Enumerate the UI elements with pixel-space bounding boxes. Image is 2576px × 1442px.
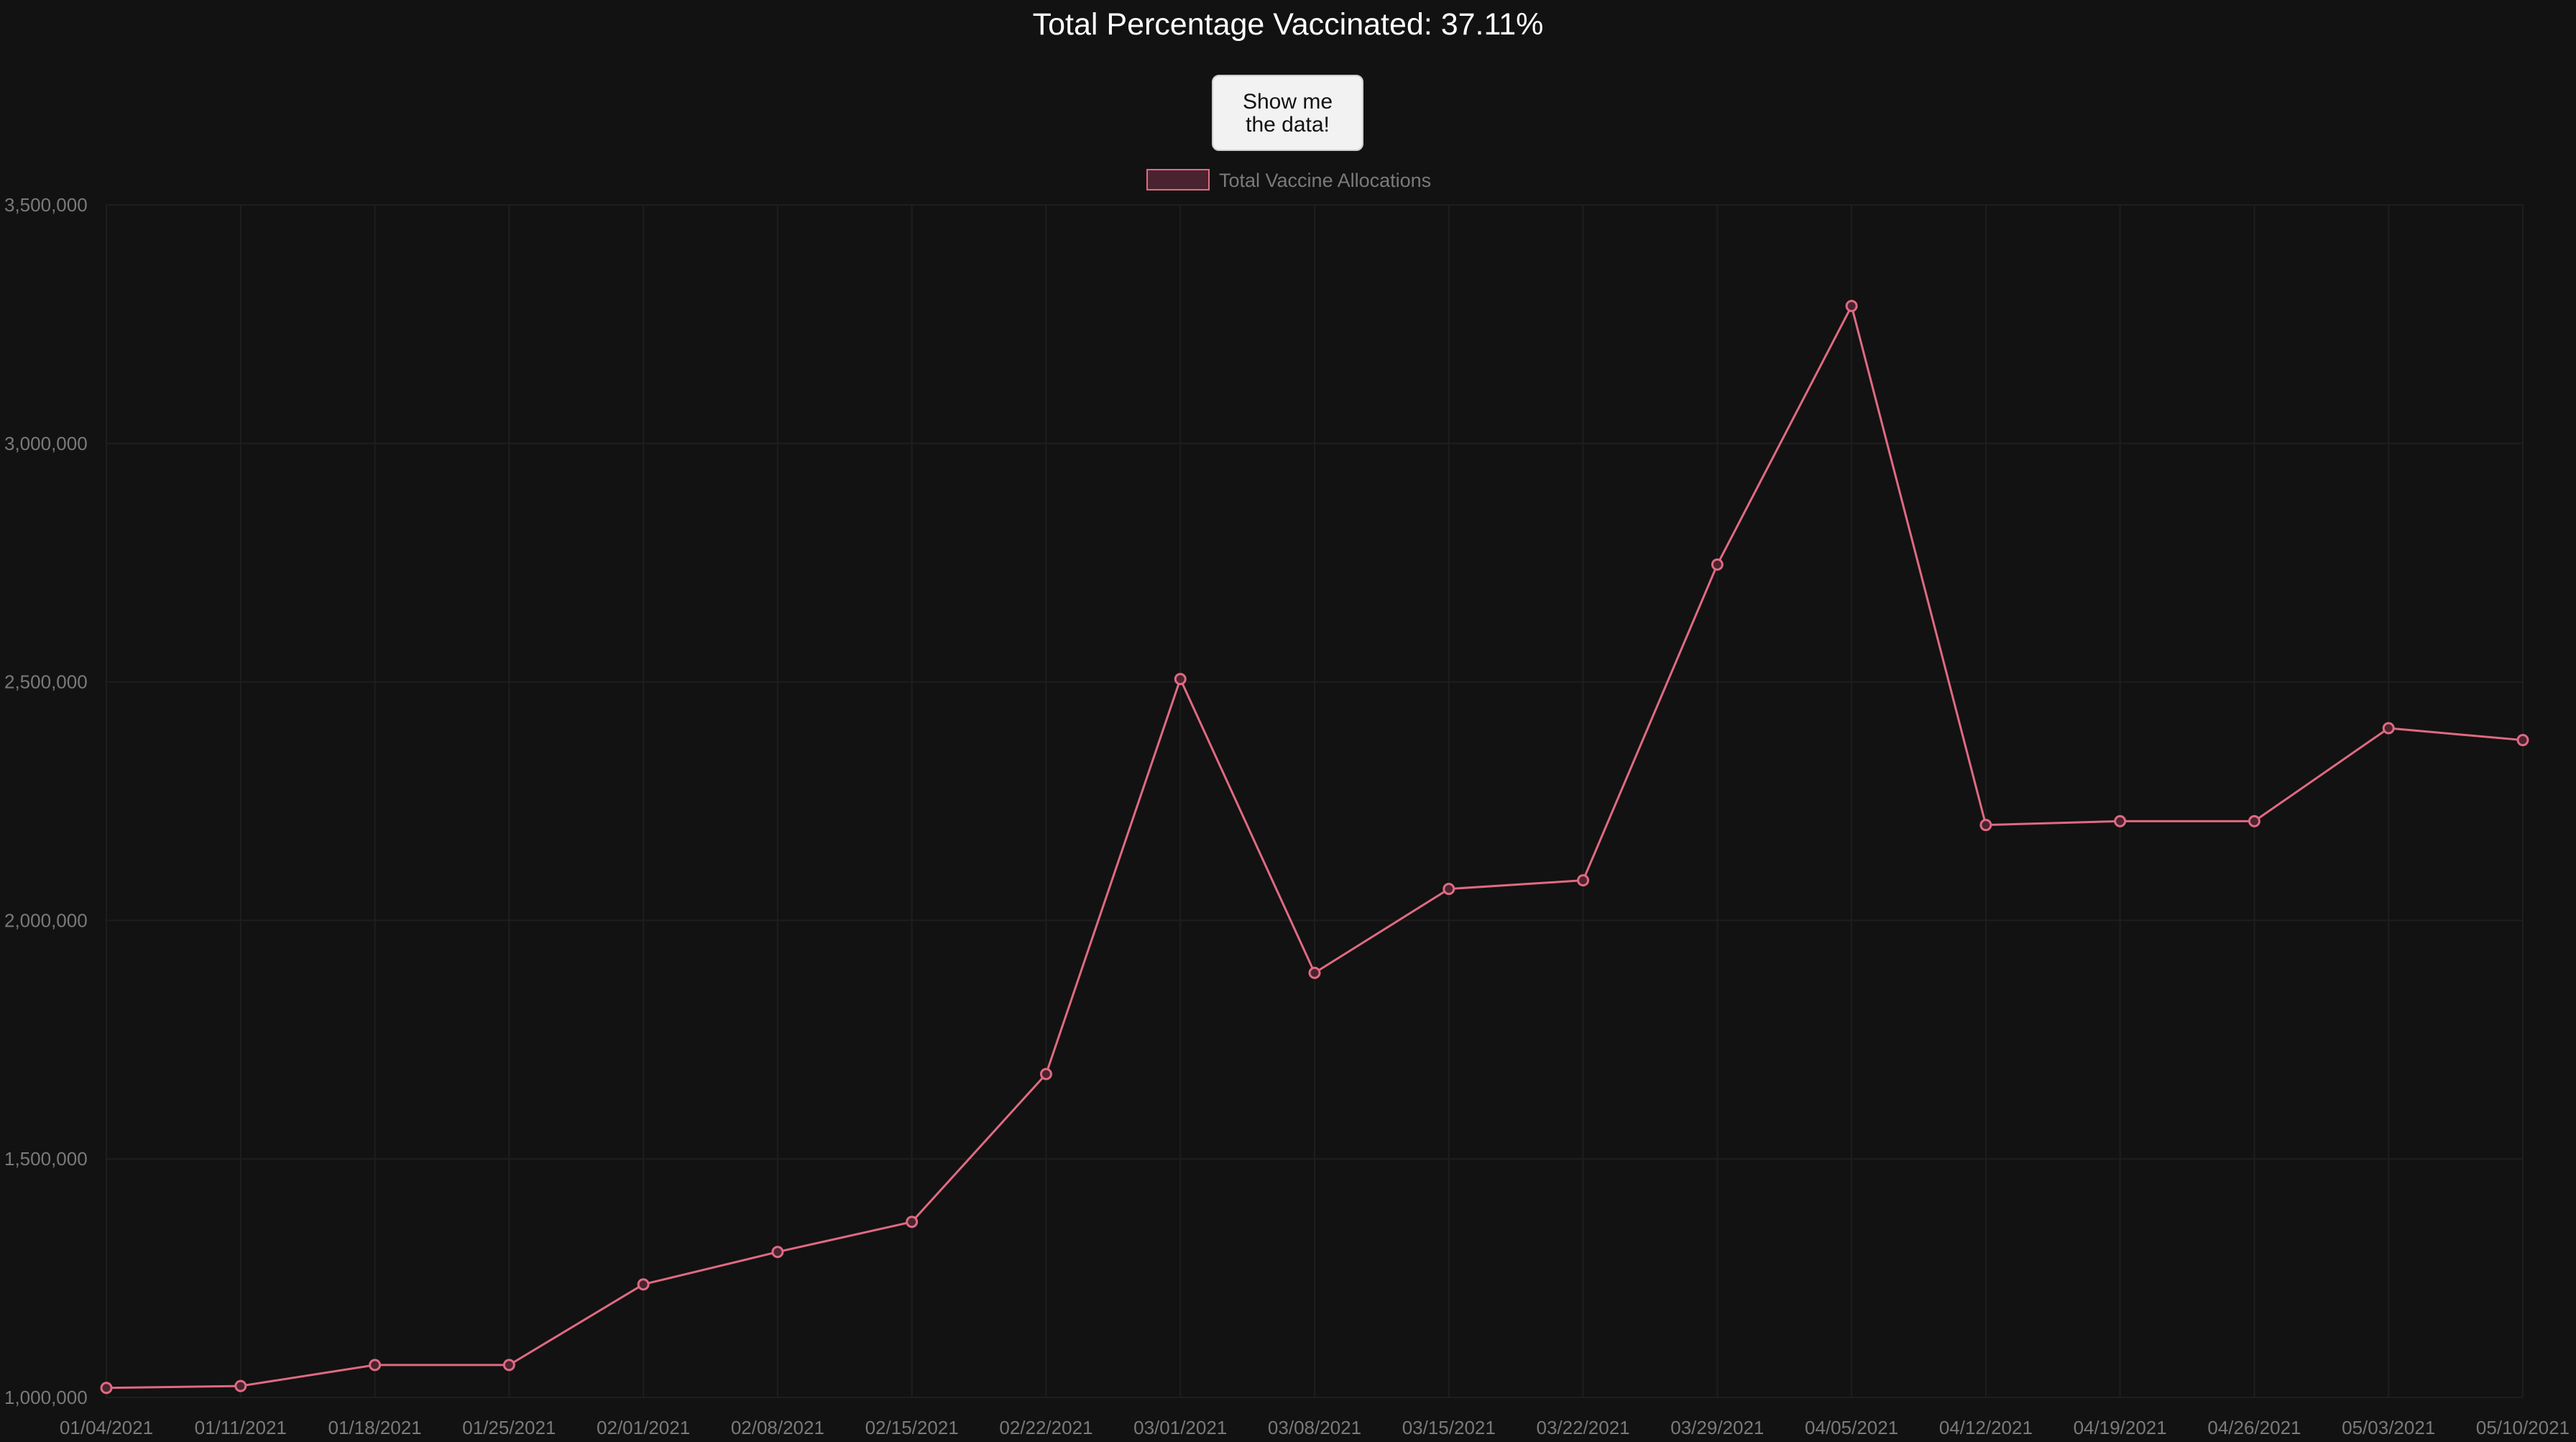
y-tick-label: 2,000,000 [4, 909, 88, 931]
data-point[interactable] [2114, 814, 2127, 827]
data-point[interactable] [502, 1359, 515, 1372]
y-tick-label: 3,500,000 [4, 194, 88, 216]
x-tick-label: 04/19/2021 [2074, 1417, 2167, 1438]
axis-layer: 01/04/2021 01/11/2021 01/18/2021 01/25/2021… [4, 194, 2570, 1438]
x-tick-label: 02/01/2021 [597, 1417, 690, 1438]
x-tick-label: 04/05/2021 [1805, 1417, 1898, 1438]
data-point[interactable] [234, 1379, 247, 1392]
x-tick-label: 02/08/2021 [731, 1417, 824, 1438]
data-point[interactable] [2248, 814, 2260, 827]
x-tick-label: 03/22/2021 [1536, 1417, 1629, 1438]
y-tick-label: 1,000,000 [4, 1387, 88, 1408]
legend-label: Total Vaccine Allocations [1219, 170, 1431, 191]
x-tick-label: 03/29/2021 [1670, 1417, 1764, 1438]
x-tick-label: 04/12/2021 [1939, 1417, 2033, 1438]
legend-swatch [1146, 169, 1210, 190]
data-point[interactable] [100, 1382, 113, 1395]
page-title: Total Percentage Vaccinated: 37.11% [1032, 7, 1544, 42]
legend[interactable]: Total Vaccine Allocations [1146, 169, 1431, 191]
data-point[interactable] [637, 1278, 650, 1291]
show-data-button[interactable]: Show me the data! [1212, 75, 1363, 151]
data-point[interactable] [2382, 722, 2395, 735]
series-layer [100, 300, 2529, 1395]
data-point[interactable] [2516, 734, 2529, 747]
data-point[interactable] [369, 1359, 382, 1372]
data-point[interactable] [1979, 819, 1992, 832]
y-tick-label: 1,500,000 [4, 1148, 88, 1170]
x-tick-label: 01/04/2021 [60, 1417, 153, 1438]
x-tick-label: 01/25/2021 [462, 1417, 556, 1438]
x-tick-label: 05/10/2021 [2476, 1417, 2570, 1438]
x-tick-label: 03/15/2021 [1402, 1417, 1496, 1438]
x-tick-label: 03/08/2021 [1268, 1417, 1361, 1438]
data-point[interactable] [1308, 966, 1321, 979]
x-tick-label: 03/01/2021 [1133, 1417, 1227, 1438]
data-point[interactable] [1711, 558, 1724, 571]
data-point[interactable] [1845, 300, 1858, 313]
data-point[interactable] [1039, 1067, 1052, 1080]
y-tick-label: 3,000,000 [4, 433, 88, 454]
data-point[interactable] [1443, 883, 1455, 896]
x-tick-label: 05/03/2021 [2342, 1417, 2435, 1438]
x-tick-label: 02/15/2021 [865, 1417, 959, 1438]
x-tick-label: 01/11/2021 [195, 1417, 287, 1438]
data-point[interactable] [771, 1246, 784, 1259]
data-point[interactable] [906, 1216, 919, 1229]
x-tick-label: 01/18/2021 [328, 1417, 421, 1438]
grid-layer [106, 204, 2524, 1398]
x-tick-label: 04/26/2021 [2207, 1417, 2301, 1438]
data-point[interactable] [1174, 673, 1187, 686]
y-tick-label: 2,500,000 [4, 671, 88, 693]
x-tick-label: 02/22/2021 [999, 1417, 1092, 1438]
data-point[interactable] [1577, 874, 1590, 887]
